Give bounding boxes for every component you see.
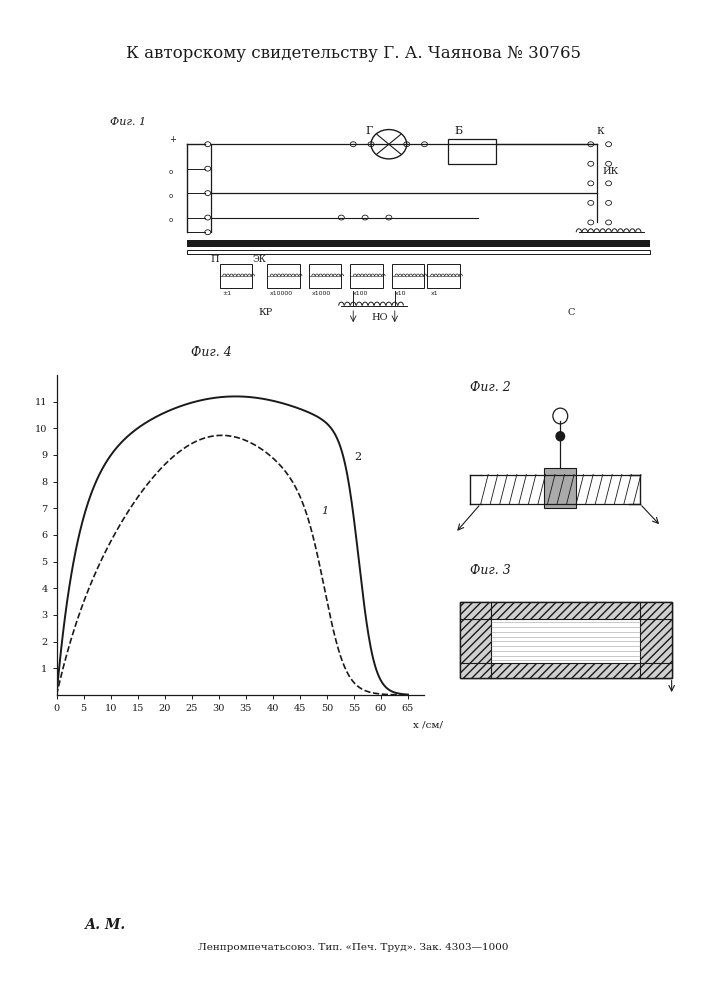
Text: А. М.: А. М.: [85, 918, 126, 932]
Bar: [428, 264, 460, 288]
Text: К авторскому свидетельству Г. А. Чаянова № 30765: К авторскому свидетельству Г. А. Чаянова…: [126, 45, 581, 62]
Text: +: +: [169, 135, 176, 144]
Text: x10000: x10000: [270, 291, 293, 296]
Bar: [392, 264, 424, 288]
Bar: [187, 250, 650, 254]
Bar: [350, 264, 383, 288]
Text: Фиг. 1: Фиг. 1: [110, 117, 146, 127]
Bar: [267, 264, 300, 288]
Text: КР: КР: [258, 308, 272, 317]
Text: ЭК: ЭК: [252, 255, 266, 264]
Text: x100: x100: [354, 291, 368, 296]
Text: x1: x1: [431, 291, 438, 296]
Bar: [220, 264, 252, 288]
Text: Ленпромпечатьсоюз. Тип. «Печ. Труд». Зак. 4303—1000: Ленпромпечатьсоюз. Тип. «Печ. Труд». Зак…: [198, 943, 509, 952]
Text: Б: Б: [454, 126, 462, 136]
Text: x1000: x1000: [312, 291, 331, 296]
Text: x10: x10: [395, 291, 407, 296]
Bar: [460, 602, 672, 678]
Bar: [448, 139, 496, 164]
Bar: [544, 468, 576, 508]
Text: ±1: ±1: [223, 291, 232, 296]
Text: x /см/: x /см/: [414, 720, 443, 729]
Text: НО: НО: [371, 313, 387, 322]
Text: o: o: [169, 193, 173, 199]
Text: П: П: [211, 255, 219, 264]
Text: Фиг. 4: Фиг. 4: [191, 346, 231, 359]
Text: 1: 1: [322, 506, 329, 516]
Bar: [491, 619, 640, 662]
Text: Фиг. 2: Фиг. 2: [470, 381, 511, 394]
Bar: [187, 240, 650, 247]
Text: Фиг. 3: Фиг. 3: [470, 564, 511, 577]
Bar: [460, 602, 672, 678]
Circle shape: [556, 432, 564, 441]
Text: Г: Г: [365, 126, 373, 136]
Text: o: o: [169, 217, 173, 223]
Bar: [309, 264, 341, 288]
Text: ИК: ИК: [602, 167, 619, 176]
Text: С: С: [567, 308, 574, 317]
Text: 2: 2: [354, 452, 361, 462]
Text: К: К: [597, 127, 604, 136]
Text: o: o: [169, 169, 173, 175]
